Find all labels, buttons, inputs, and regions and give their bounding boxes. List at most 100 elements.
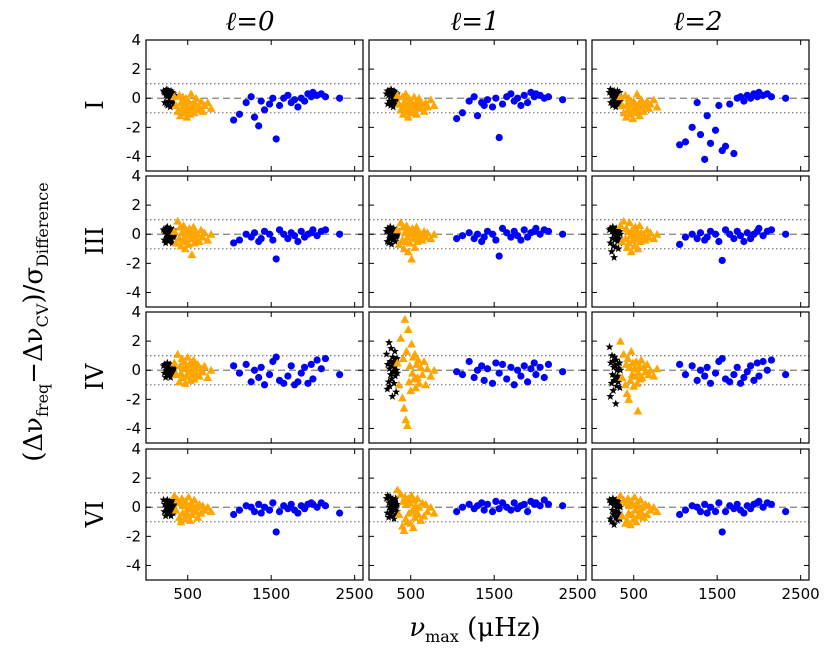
data-point-circle	[711, 369, 720, 377]
data-point-triangle	[191, 93, 201, 102]
data-point-triangle	[206, 229, 216, 238]
x-tick-label: 500	[396, 585, 425, 603]
data-point-triangle	[203, 502, 213, 511]
data-point-star	[160, 235, 169, 244]
data-point-triangle	[392, 225, 402, 234]
panel-frame	[591, 39, 810, 172]
data-point-circle	[260, 106, 269, 114]
data-point-circle	[498, 360, 507, 368]
data-point-triangle	[625, 376, 635, 384]
data-point-star	[614, 364, 623, 373]
data-point-star	[611, 513, 620, 521]
data-point-circle	[321, 354, 330, 363]
data-point-triangle	[642, 510, 652, 519]
data-point-circle	[559, 368, 567, 376]
data-point-circle	[458, 370, 467, 379]
data-point-triangle	[639, 229, 649, 238]
panel: 4 2 0 -2 -4	[126, 167, 364, 308]
data-point-triangle	[198, 106, 208, 115]
data-point-triangle	[649, 371, 659, 380]
data-point-triangle	[407, 254, 416, 263]
data-point-circle	[523, 507, 532, 516]
data-point-star	[612, 382, 621, 390]
y-tick-label: 4	[131, 303, 141, 321]
data-point-star	[165, 497, 174, 505]
data-point-circle	[523, 98, 532, 107]
data-point-star	[382, 350, 391, 358]
row-label: III	[81, 227, 109, 255]
data-point-circle	[250, 507, 259, 516]
data-point-star	[160, 360, 169, 368]
data-point-triangle	[429, 508, 439, 517]
data-point-triangle	[399, 526, 409, 535]
data-point-triangle	[622, 242, 632, 251]
data-point-triangle	[396, 489, 406, 498]
data-point-triangle	[426, 234, 436, 243]
panel-frame	[591, 448, 810, 581]
data-point-circle	[235, 236, 244, 244]
data-point-triangle	[631, 517, 641, 526]
data-point-triangle	[171, 101, 181, 110]
data-point-circle	[453, 234, 461, 243]
data-point-triangle	[414, 93, 424, 102]
data-point-circle	[711, 507, 720, 516]
data-point-circle	[510, 381, 518, 389]
data-point-circle	[300, 363, 309, 371]
data-point-triangle	[186, 89, 196, 98]
data-point-star	[388, 495, 397, 504]
data-point-star	[611, 361, 620, 370]
data-point-circle	[275, 507, 284, 516]
y-tick-label: -2	[126, 118, 141, 136]
data-point-triangle	[400, 314, 410, 323]
data-point-circle	[250, 366, 259, 374]
data-point-star	[606, 98, 615, 106]
data-point-circle	[307, 360, 315, 368]
data-point-circle	[492, 94, 500, 102]
data-point-triangle	[649, 234, 659, 243]
data-point-triangle	[196, 96, 206, 105]
data-point-circle	[473, 112, 482, 120]
data-point-circle	[507, 506, 515, 514]
data-point-star	[615, 508, 624, 517]
data-point-star	[386, 370, 395, 378]
y-tick-label: -2	[126, 527, 141, 545]
data-point-circle	[275, 101, 284, 110]
data-point-circle	[767, 226, 776, 234]
data-point-star	[383, 360, 392, 368]
x-axis-label: νmax (μHz)	[409, 613, 540, 646]
data-point-star	[392, 510, 401, 518]
x-tick-label: 2500	[336, 585, 374, 603]
data-point-triangle	[169, 358, 179, 367]
data-point-triangle	[636, 355, 646, 364]
data-point-triangle	[421, 232, 431, 241]
data-point-triangle	[180, 244, 190, 253]
data-point-triangle	[394, 510, 404, 519]
data-point-star	[163, 495, 172, 504]
data-point-star	[390, 347, 399, 355]
data-point-circle	[284, 372, 292, 380]
data-point-circle	[718, 354, 726, 363]
x-tick-label: 1500	[475, 585, 513, 603]
data-point-circle	[696, 366, 705, 374]
data-point-triangle	[173, 216, 183, 225]
data-point-star	[389, 224, 398, 232]
data-point-star	[607, 247, 616, 256]
data-point-triangle	[426, 95, 436, 104]
data-point-triangle	[392, 90, 402, 99]
data-point-triangle	[193, 360, 203, 368]
data-point-triangle	[396, 333, 406, 342]
data-point-triangle	[419, 106, 429, 115]
data-point-circle	[733, 363, 741, 371]
data-point-circle	[284, 234, 292, 243]
x-tick-label: 2500	[782, 585, 820, 603]
data-point-triangle	[206, 104, 216, 112]
data-point-star	[610, 86, 619, 95]
data-point-star	[616, 230, 625, 238]
data-point-star	[605, 88, 614, 96]
data-point-circle	[740, 97, 748, 105]
data-point-star	[615, 234, 624, 242]
data-point-circle	[544, 93, 553, 101]
data-point-star	[391, 494, 400, 502]
data-point-star	[386, 222, 395, 231]
x-tick-label: 500	[173, 585, 202, 603]
